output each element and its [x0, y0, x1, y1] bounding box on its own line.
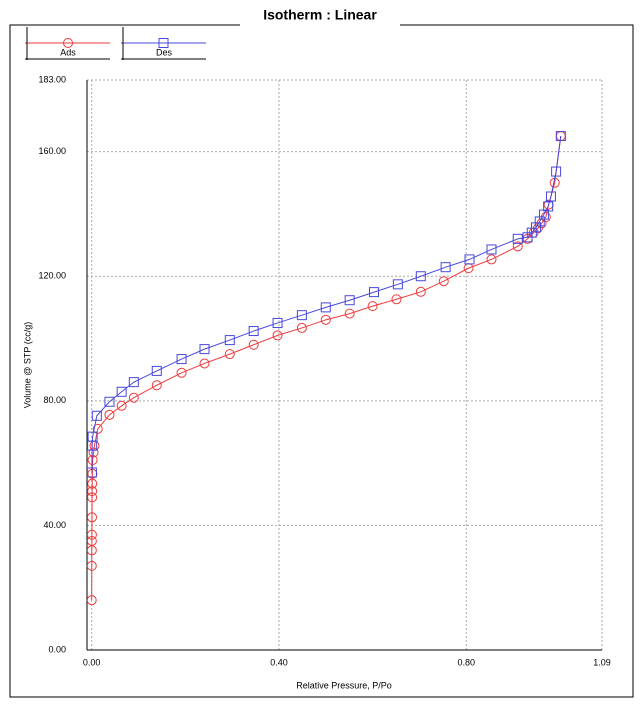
point	[199, 358, 210, 369]
point	[87, 440, 98, 451]
x-tick-label: 1.09	[593, 657, 611, 667]
point	[91, 410, 102, 421]
point	[86, 467, 97, 478]
point	[86, 535, 97, 546]
point	[415, 286, 426, 297]
point	[512, 241, 523, 252]
point	[88, 447, 99, 458]
point	[151, 380, 162, 391]
point	[199, 344, 210, 355]
point	[486, 244, 497, 255]
point	[92, 423, 103, 434]
y-tick-label: 40.00	[43, 520, 66, 530]
point	[128, 377, 139, 388]
y-tick-label: 80.00	[43, 395, 66, 405]
point	[440, 262, 451, 273]
point	[176, 367, 187, 378]
point	[116, 400, 127, 411]
point	[224, 335, 235, 346]
point	[512, 233, 523, 244]
point	[320, 302, 331, 313]
title-bg	[240, 15, 400, 35]
y-tick-label: 160.00	[38, 146, 66, 156]
point	[87, 486, 98, 497]
legend-marker	[63, 38, 73, 48]
point	[86, 595, 97, 606]
point	[551, 166, 562, 177]
point	[296, 322, 307, 333]
point	[86, 560, 97, 571]
point	[86, 529, 97, 540]
point	[415, 271, 426, 282]
point	[368, 287, 379, 298]
y-axis-label: Volume @ STP (cc/g)	[22, 322, 32, 409]
legend-label: Ads	[60, 47, 76, 57]
point	[128, 392, 139, 403]
legend-label: Des	[156, 47, 173, 57]
point	[248, 339, 259, 350]
point	[176, 354, 187, 365]
point	[87, 492, 98, 503]
point	[367, 301, 378, 312]
point	[534, 216, 545, 227]
point	[555, 131, 566, 142]
point	[272, 330, 283, 341]
point	[104, 396, 115, 407]
point	[391, 294, 402, 305]
x-tick-label: 0.40	[270, 657, 288, 667]
point	[545, 191, 556, 202]
point	[87, 478, 98, 489]
chart-title: Isotherm : Linear	[263, 7, 377, 23]
y-tick-label: 0.00	[48, 644, 66, 654]
point	[104, 409, 115, 420]
point	[344, 308, 355, 319]
point	[344, 295, 355, 306]
point	[438, 276, 449, 287]
legend-marker	[158, 38, 169, 48]
y-tick-label: 183.00	[38, 74, 66, 84]
point	[296, 310, 307, 321]
y-tick-label: 120.00	[38, 271, 66, 281]
x-axis-label: Relative Pressure, P/Po	[296, 680, 392, 690]
point	[522, 232, 533, 243]
point	[87, 455, 98, 465]
point	[116, 386, 127, 397]
point	[87, 512, 98, 523]
point	[392, 279, 403, 290]
frame	[9, 24, 634, 698]
point	[248, 326, 259, 337]
point	[151, 365, 162, 376]
point	[464, 254, 475, 265]
x-tick-label: 0.80	[457, 657, 475, 667]
point	[486, 254, 497, 265]
point	[224, 349, 235, 360]
series-line	[91, 136, 562, 473]
x-tick-label: 0.00	[83, 657, 101, 667]
point	[320, 314, 331, 325]
point	[272, 317, 283, 328]
